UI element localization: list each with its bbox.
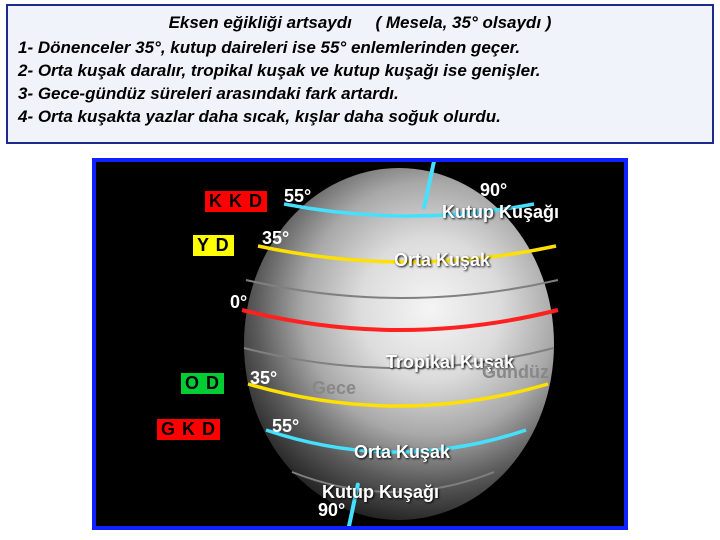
line-2: 2- Orta kuşak daralır, tropikal kuşak ve…: [18, 60, 702, 83]
latitude-line: [246, 280, 558, 298]
zone-tag: O D: [180, 372, 225, 395]
globe-wrap: K K D Y D O D G K D 55° 35° 0° 35° 55° 90° 90° Ku…: [96, 162, 624, 526]
degree-label: 90°: [480, 180, 507, 201]
info-text-box: Eksen eğikliği artsaydı ( Mesela, 35° ol…: [6, 4, 714, 144]
degree-label: 55°: [272, 416, 299, 437]
degree-label: 0°: [230, 292, 247, 313]
degree-label: 55°: [284, 186, 311, 207]
line-3: 3- Gece-gündüz süreleri arasındaki fark …: [18, 83, 702, 106]
title-right: ( Mesela, 35° olsaydı ): [376, 13, 552, 32]
line-1: 1- Dönenceler 35°, kutup daireleri ise 5…: [18, 37, 702, 60]
degree-label: 35°: [262, 228, 289, 249]
faded-label: Gece: [312, 378, 356, 399]
latitude-line: [242, 310, 558, 330]
zone-label: Orta Kuşak: [394, 250, 490, 271]
latitude-line: [248, 384, 548, 406]
zone-tag: K K D: [204, 190, 268, 213]
title-row: Eksen eğikliği artsaydı ( Mesela, 35° ol…: [18, 12, 702, 35]
globe-diagram: K K D Y D O D G K D 55° 35° 0° 35° 55° 90° 90° Ku…: [92, 158, 628, 530]
line-4: 4- Orta kuşakta yazlar daha sıcak, kışla…: [18, 106, 702, 129]
zone-label: Orta Kuşak: [354, 442, 450, 463]
degree-label: 35°: [250, 368, 277, 389]
faded-label: Gündüz: [482, 362, 549, 383]
zone-tag: Y D: [192, 234, 235, 257]
zone-tag: G K D: [156, 418, 221, 441]
zone-label: Kutup Kuşağı: [442, 202, 559, 223]
degree-label: 90°: [318, 500, 345, 521]
zone-label: Kutup Kuşağı: [322, 482, 439, 503]
title-left: Eksen eğikliği artsaydı: [169, 13, 352, 32]
